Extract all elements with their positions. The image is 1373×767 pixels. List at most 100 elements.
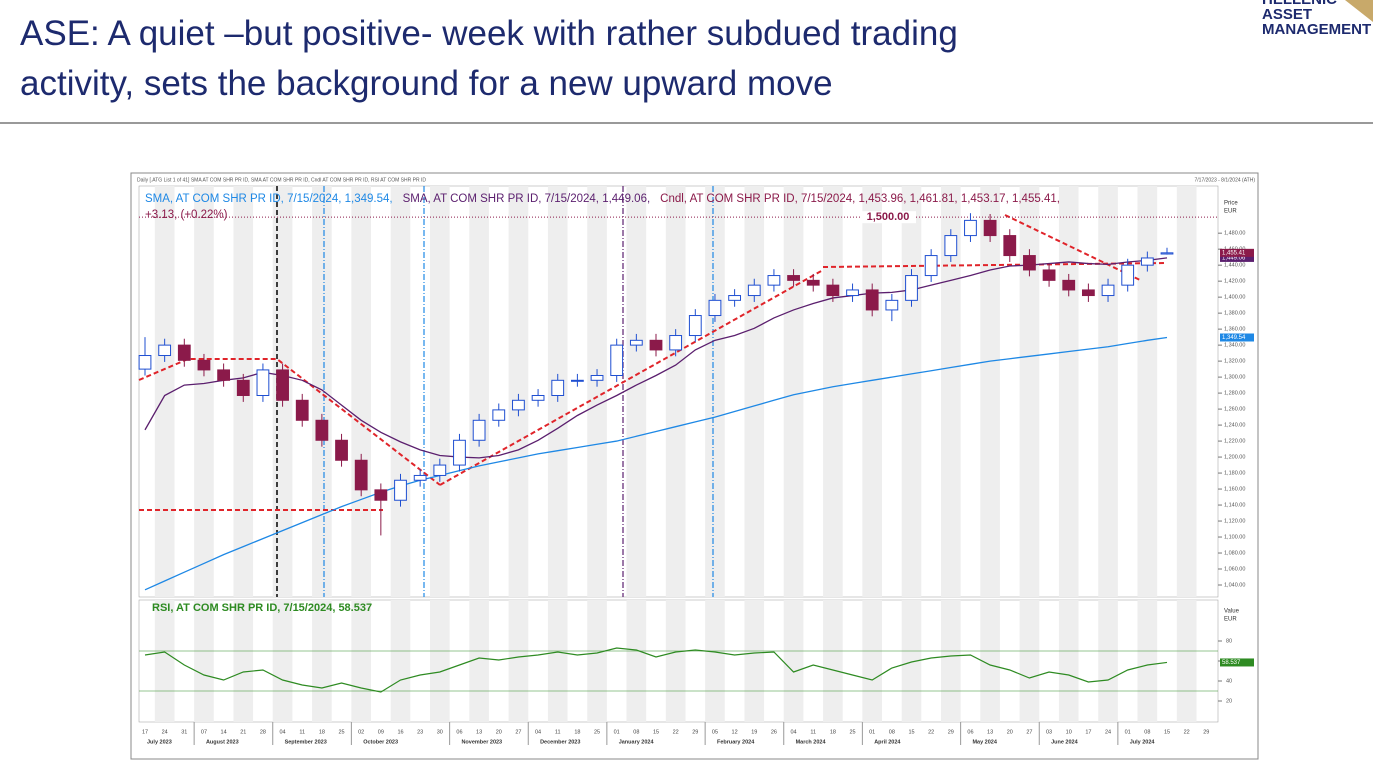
- y-tick-label: 1,340.00: [1224, 343, 1245, 349]
- candle-body: [964, 219, 977, 237]
- last-value-label: 58.537: [1222, 660, 1241, 666]
- candle-body: [551, 379, 565, 396]
- candle-body: [394, 479, 407, 501]
- week-stripe: [154, 600, 175, 722]
- week-stripe: [980, 600, 1000, 722]
- series-line: [144, 647, 1168, 693]
- week-stripe: [862, 186, 883, 597]
- x-tick-label: 27: [515, 729, 521, 735]
- logo-text: MANAGEMENT: [1262, 21, 1371, 38]
- month-label: December 2023: [540, 739, 580, 745]
- candle-body: [610, 344, 624, 377]
- candle-body: [1160, 252, 1174, 255]
- x-tick-label: 21: [240, 729, 246, 735]
- candle-body: [983, 219, 997, 237]
- axis-title: Value: [1224, 609, 1240, 615]
- toolbar-text: 7/17/2023 - 8/1/2024 (ATH): [1195, 177, 1256, 183]
- candle-body: [472, 419, 486, 441]
- candle-body: [217, 369, 231, 381]
- x-tick-label: 31: [181, 729, 187, 735]
- last-value-box: [1220, 333, 1254, 342]
- y-tick-label: 1,140.00: [1224, 502, 1245, 508]
- x-tick-label: 06: [967, 729, 973, 735]
- week-stripe: [1058, 186, 1079, 597]
- last-value-label: 1,449.06: [1222, 255, 1246, 261]
- title-line: activity, sets the background for a new …: [20, 64, 833, 103]
- x-tick-label: 18: [319, 729, 325, 735]
- axis-title: EUR: [1224, 617, 1237, 623]
- candle-body: [885, 299, 899, 311]
- last-value-label: 1,455.41: [1222, 250, 1246, 256]
- week-stripe: [194, 600, 214, 722]
- x-tick-label: 22: [673, 729, 679, 735]
- month-label: March 2024: [796, 739, 827, 745]
- x-tick-label: 11: [555, 729, 561, 735]
- week-stripe: [429, 600, 450, 722]
- week-stripe: [312, 600, 332, 722]
- axis-title: Price: [1224, 201, 1238, 207]
- x-tick-label: 29: [1203, 729, 1209, 735]
- week-stripe: [1137, 186, 1158, 597]
- y-tick-label: 1,080.00: [1224, 550, 1245, 556]
- candle-body: [531, 394, 545, 401]
- candle-body: [1121, 264, 1135, 286]
- week-stripe: [862, 600, 883, 722]
- candle-body: [826, 284, 840, 297]
- y-tick-label: 1,280.00: [1224, 391, 1245, 397]
- week-stripe: [469, 186, 489, 597]
- week-stripe: [272, 600, 293, 722]
- x-tick-label: 15: [653, 729, 659, 735]
- candle-body: [295, 399, 309, 421]
- x-tick-label: 19: [751, 729, 757, 735]
- candle-body: [1003, 235, 1017, 257]
- x-tick-label: 13: [476, 729, 482, 735]
- y-tick-label: 1,220.00: [1224, 439, 1245, 445]
- week-stripe: [1137, 600, 1158, 722]
- toolbar-text: Daily [.ATG List 1 of 41] SMA AT COM SHR…: [137, 177, 426, 183]
- x-tick-label: 22: [928, 729, 934, 735]
- x-tick-label: 25: [594, 729, 600, 735]
- week-stripe: [783, 600, 804, 722]
- candle-body: [158, 344, 172, 357]
- week-stripe: [823, 186, 843, 597]
- x-tick-label: 01: [869, 729, 875, 735]
- x-tick-label: 20: [496, 729, 502, 735]
- candle-body: [413, 474, 427, 481]
- week-stripe: [469, 600, 489, 722]
- y-tick-label: 1,260.00: [1224, 407, 1245, 413]
- x-tick-label: 23: [417, 729, 423, 735]
- candle-body: [512, 399, 525, 411]
- month-label: February 2024: [717, 739, 755, 745]
- y-tick-label: 1,100.00: [1224, 534, 1245, 540]
- x-tick-label: 22: [1184, 729, 1190, 735]
- y-tick-label: 1,040.00: [1224, 582, 1245, 588]
- week-stripe: [783, 186, 804, 597]
- candle-body: [669, 335, 683, 351]
- candle-body: [688, 315, 702, 337]
- x-tick-label: 14: [221, 729, 227, 735]
- week-stripe: [429, 186, 450, 597]
- x-tick-label: 29: [692, 729, 698, 735]
- candle-body: [354, 459, 368, 491]
- week-stripe: [233, 600, 254, 722]
- candle-body: [924, 255, 938, 277]
- week-stripe: [194, 186, 214, 597]
- x-tick-label: 11: [810, 729, 816, 735]
- x-tick-label: 07: [201, 729, 207, 735]
- x-tick-label: 24: [1105, 729, 1111, 735]
- candle-body: [138, 355, 152, 370]
- x-tick-label: 28: [260, 729, 266, 735]
- candle-body: [649, 339, 663, 351]
- week-stripe: [626, 600, 647, 722]
- x-tick-label: 04: [535, 729, 541, 735]
- month-label: October 2023: [363, 739, 398, 745]
- candle-body: [1042, 269, 1056, 281]
- x-tick-label: 01: [1125, 729, 1131, 735]
- x-tick-label: 02: [358, 729, 364, 735]
- last-value-label: 1,349.54: [1222, 335, 1246, 341]
- y-tick-label: 1,300.00: [1224, 375, 1245, 381]
- y-tick-label: 1,060.00: [1224, 566, 1245, 572]
- logo-text: ASSET: [1262, 6, 1312, 23]
- x-tick-label: 26: [771, 729, 777, 735]
- y-tick-label: 1,240.00: [1224, 423, 1245, 429]
